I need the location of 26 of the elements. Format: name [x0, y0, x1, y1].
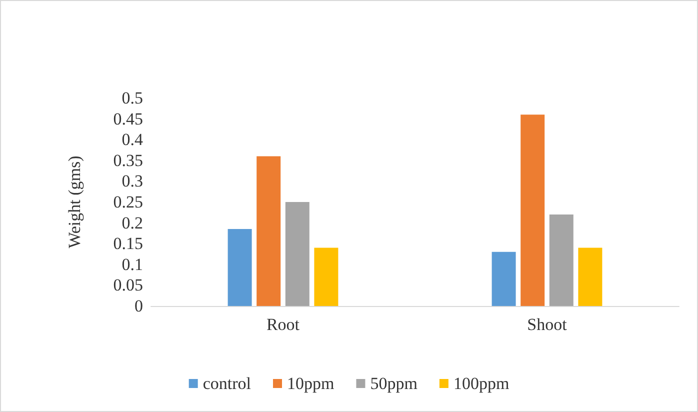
y-tick-label: 0 — [134, 296, 143, 316]
bar — [228, 229, 252, 306]
y-tick-label: 0.3 — [122, 172, 143, 191]
bar — [314, 248, 338, 306]
bar — [256, 156, 281, 306]
x-tick-label: Root — [266, 315, 300, 334]
y-tick-label: 0.4 — [122, 130, 144, 150]
y-tick-label: 0.25 — [113, 192, 143, 212]
bar — [578, 248, 602, 306]
legend-label: 50ppm — [370, 374, 418, 393]
bar — [285, 202, 310, 306]
legend-label: 100ppm — [453, 374, 510, 393]
bar — [549, 214, 574, 306]
y-tick-label: 0.05 — [113, 276, 143, 295]
y-tick-label: 0.15 — [113, 234, 143, 254]
bar — [520, 114, 545, 306]
y-tick-label: 0.45 — [113, 109, 143, 128]
legend-label: 10ppm — [286, 374, 334, 393]
y-tick-label: 0.5 — [122, 88, 143, 108]
y-tick-label: 0.1 — [122, 254, 143, 274]
legend-label: control — [202, 374, 252, 393]
y-tick-label: 0.2 — [122, 213, 143, 232]
x-tick-label: Shoot — [527, 315, 568, 334]
y-tick-label: 0.35 — [113, 150, 143, 170]
bar — [492, 252, 516, 306]
y-axis-title: Weight (gms) — [65, 156, 84, 248]
